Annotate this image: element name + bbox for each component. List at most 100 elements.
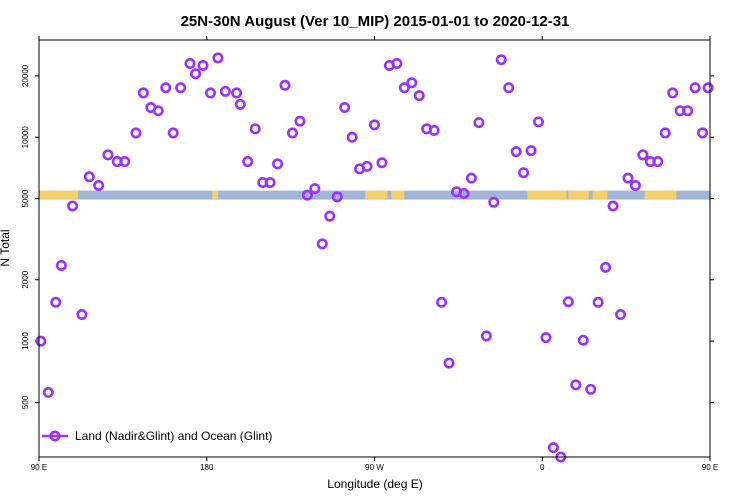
band-land-2 <box>365 190 388 200</box>
land-ocean-band <box>39 190 710 200</box>
data-point-0-17 <box>175 82 187 94</box>
axes: 90 E 180 90 W 0 90 E 500 1000 2000 5000 10000 2000… <box>21 36 718 472</box>
y-tick-label-2: 2000 <box>21 270 30 288</box>
data-point-0-1 <box>42 386 54 398</box>
data-point-0-60 <box>495 54 507 66</box>
data-point-0-35 <box>309 183 321 195</box>
y-tick-label-1: 1000 <box>21 332 30 350</box>
data-point-0-29 <box>264 176 276 188</box>
data-point-0-2 <box>50 296 62 308</box>
data-point-0-77 <box>622 172 634 184</box>
data-point-0-12 <box>137 87 149 99</box>
data-point-0-18 <box>184 58 196 70</box>
data-point-0-27 <box>249 123 261 135</box>
data-point-0-42 <box>361 160 373 172</box>
data-point-0-32 <box>286 127 298 139</box>
data-point-0-85 <box>682 105 694 117</box>
x-tick-label-3: 0 <box>540 463 545 472</box>
band-land-3 <box>391 190 405 200</box>
data-point-0-20 <box>197 59 209 71</box>
data-point-0-38 <box>331 191 343 203</box>
band-land-7 <box>644 190 677 200</box>
data-point-0-22 <box>212 52 224 64</box>
data-point-0-63 <box>518 167 530 179</box>
data-point-0-26 <box>242 156 254 168</box>
data-point-0-23 <box>219 85 231 97</box>
y-tick-label-3: 5000 <box>21 189 30 207</box>
x-axis-label: Longitude (deg E) <box>327 477 422 491</box>
data-point-0-69 <box>562 296 574 308</box>
data-point-0-76 <box>615 309 627 321</box>
y-tick-label-5: 20000 <box>21 64 30 87</box>
data-point-0-10 <box>119 156 131 168</box>
data-point-0-30 <box>272 158 284 170</box>
band-land-1 <box>212 190 218 200</box>
data-point-0-39 <box>339 101 351 113</box>
data-point-0-19 <box>190 68 202 80</box>
x-tick-label-4: 90 E <box>702 463 718 472</box>
data-point-0-59 <box>488 196 500 208</box>
band-land-5 <box>568 190 589 200</box>
data-point-0-62 <box>510 146 522 158</box>
data-point-0-31 <box>279 79 291 91</box>
data-point-0-15 <box>160 82 172 94</box>
legend: Land (Nadir&Glint) and Ocean (Glint) <box>42 429 272 443</box>
data-point-0-7 <box>93 179 105 191</box>
data-point-0-3 <box>55 259 67 271</box>
data-point-0-58 <box>480 330 492 342</box>
data-point-0-40 <box>346 131 358 143</box>
data-point-0-43 <box>368 119 380 131</box>
data-point-0-6 <box>83 171 95 183</box>
data-point-0-71 <box>577 334 589 346</box>
data-point-0-83 <box>667 87 679 99</box>
x-tick-label-1: 180 <box>200 463 214 472</box>
data-point-0-66 <box>540 332 552 344</box>
data-point-0-88 <box>702 82 714 94</box>
y-tick-label-0: 500 <box>21 395 30 409</box>
data-point-0-52 <box>436 296 448 308</box>
data-point-0-44 <box>376 157 388 169</box>
data-point-0-57 <box>473 117 485 129</box>
legend-label: Land (Nadir&Glint) and Ocean (Glint) <box>75 429 272 443</box>
data-point-0-87 <box>697 127 709 139</box>
data-point-0-36 <box>316 238 328 250</box>
data-point-0-37 <box>324 210 336 222</box>
data-point-0-16 <box>167 127 179 139</box>
band-land-4 <box>527 190 567 200</box>
data-point-0-86 <box>689 82 701 94</box>
data-point-0-75 <box>607 200 619 212</box>
y-tick-label-4: 10000 <box>21 126 30 149</box>
data-point-0-73 <box>592 296 604 308</box>
data-point-0-0 <box>35 335 47 347</box>
data-point-0-8 <box>102 149 114 161</box>
data-point-0-11 <box>130 127 142 139</box>
x-tick-label-0: 90 E <box>31 463 47 472</box>
band-land-0 <box>39 190 79 200</box>
data-point-0-51 <box>428 124 440 136</box>
data-point-0-81 <box>652 156 664 168</box>
band-land-6 <box>592 190 608 200</box>
data-point-0-72 <box>585 383 597 395</box>
data-point-0-70 <box>570 379 582 391</box>
data-point-0-67 <box>547 442 559 454</box>
data-point-0-33 <box>294 115 306 127</box>
plot-frame <box>38 39 711 458</box>
legend-marker <box>49 430 61 442</box>
data-point-0-65 <box>533 116 545 128</box>
data-point-0-61 <box>503 82 515 94</box>
data-point-0-25 <box>234 98 246 110</box>
data-point-0-5 <box>76 309 88 321</box>
data-point-0-4 <box>67 200 79 212</box>
data-points <box>35 52 714 463</box>
x-tick-label-2: 90 W <box>365 463 384 472</box>
data-point-0-49 <box>413 90 425 102</box>
data-point-0-21 <box>204 87 216 99</box>
data-point-0-56 <box>465 172 477 184</box>
data-point-0-14 <box>152 105 164 117</box>
y-axis-label: N Total <box>0 229 12 266</box>
data-point-0-55 <box>458 187 470 199</box>
data-point-0-34 <box>301 189 313 201</box>
chart-title: 25N-30N August (Ver 10_MIP) 2015-01-01 t… <box>181 13 570 30</box>
data-point-0-82 <box>659 127 671 139</box>
